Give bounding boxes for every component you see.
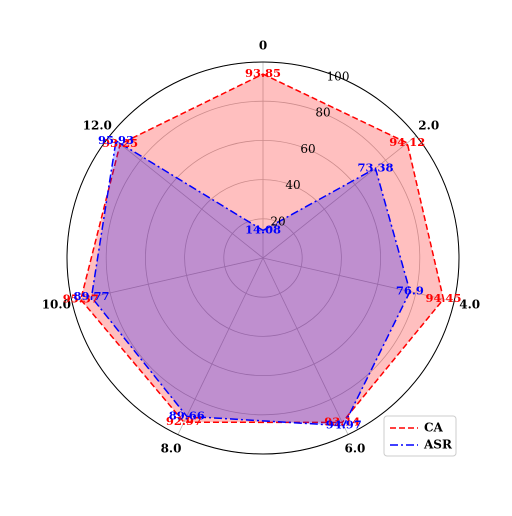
category-label: 12.0 (83, 118, 112, 132)
grid-spoke (262, 257, 455, 303)
grid-spoke (262, 135, 417, 259)
value-label: 93.14 (324, 414, 360, 428)
r-tick-label: 60 (300, 142, 315, 156)
category-label: 6.0 (345, 442, 366, 456)
category-label: 8.0 (161, 442, 182, 456)
legend-label: ASR (423, 438, 453, 452)
value-label: 94.45 (425, 291, 461, 305)
r-tick-label: 20 (270, 214, 285, 228)
outer-frame (66, 61, 460, 455)
r-tick-label: 100 (327, 69, 350, 83)
value-label: 94.12 (389, 135, 425, 149)
legend-box (383, 415, 457, 457)
value-label: 93.85 (245, 66, 281, 80)
value-label: 76.9 (396, 284, 424, 298)
series-area (79, 73, 445, 424)
value-label: 94.97 (326, 418, 362, 432)
series-area (90, 139, 411, 427)
category-label: 4.0 (459, 298, 480, 312)
category-label: 0 (259, 39, 267, 53)
value-label: 95.93 (98, 133, 134, 147)
grid-spoke (109, 135, 264, 259)
value-label: 89.66 (169, 408, 205, 422)
grid-spoke (71, 257, 264, 303)
value-label: 14.08 (245, 222, 281, 236)
value-label: 95.37 (63, 292, 99, 306)
grid-spoke (262, 257, 349, 435)
category-label: 2.0 (418, 118, 439, 132)
value-label: 93.25 (102, 136, 138, 150)
value-label: 73.38 (357, 160, 393, 174)
r-tick-label: 40 (285, 178, 300, 192)
value-label: 92.97 (166, 414, 202, 428)
category-label: 10.0 (42, 298, 71, 312)
grid-spoke (177, 257, 264, 435)
legend-label: CA (424, 421, 444, 435)
r-tick-label: 80 (315, 106, 330, 120)
value-label: 89.77 (73, 289, 109, 303)
